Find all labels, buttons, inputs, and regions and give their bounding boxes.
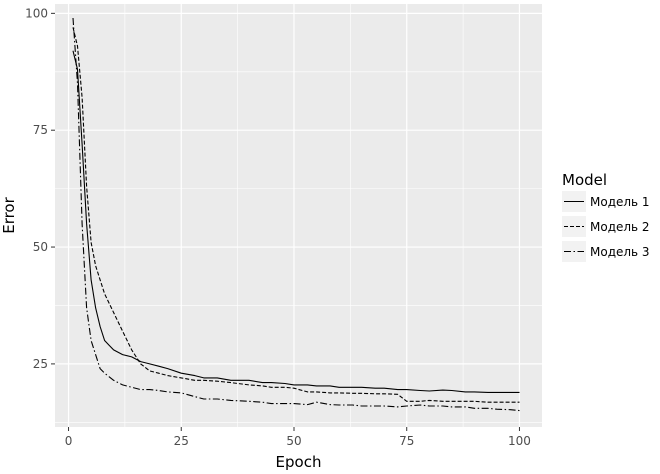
x-axis-ticks: 0 25 50 75 100 — [65, 427, 531, 448]
y-axis-title: Error — [0, 196, 18, 233]
legend-label-1: Модель 1 — [590, 195, 650, 209]
y-tick-label: 75 — [33, 123, 48, 137]
x-tick-label: 75 — [399, 434, 414, 448]
y-tick-label: 100 — [25, 6, 48, 20]
y-tick-label: 50 — [33, 240, 48, 254]
y-tick-label: 25 — [33, 357, 48, 371]
legend-title: Model — [562, 171, 607, 189]
major-gridlines — [55, 4, 542, 427]
x-axis-title: Epoch — [276, 453, 322, 471]
x-tick-label: 25 — [174, 434, 189, 448]
legend-label-2: Модель 2 — [590, 220, 650, 234]
x-tick-label: 50 — [286, 434, 301, 448]
x-tick-label: 0 — [65, 434, 73, 448]
x-tick-label: 100 — [508, 434, 531, 448]
y-axis-ticks: 25 50 75 100 — [25, 6, 55, 371]
series-line-1 — [72, 50, 520, 393]
minor-gridlines — [55, 4, 542, 427]
series-line-3 — [72, 17, 520, 412]
legend: Model Модель 1 Модель 2 Модель 3 — [562, 171, 650, 262]
series-line-2 — [72, 27, 520, 403]
legend-label-3: Модель 3 — [590, 245, 650, 259]
series-lines — [72, 17, 520, 412]
legend-items: Модель 1 Модель 2 Модель 3 — [562, 191, 650, 262]
